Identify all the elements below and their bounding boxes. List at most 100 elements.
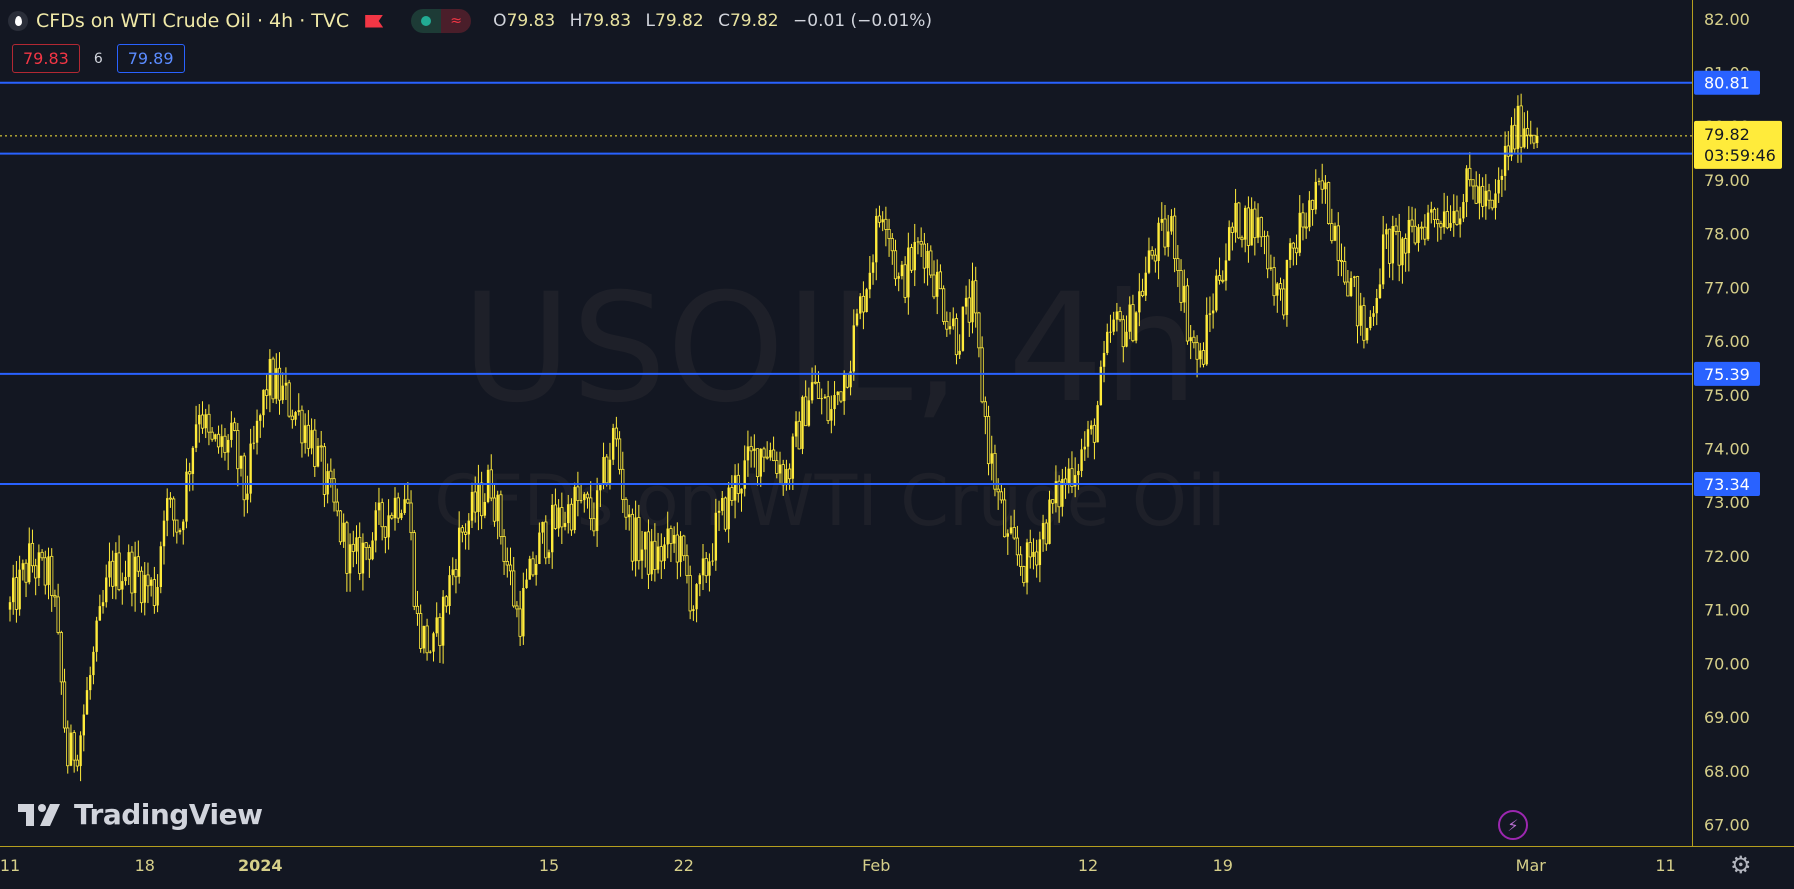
candle-body — [813, 381, 817, 384]
ask-button[interactable]: 79.89 — [116, 44, 185, 73]
candle-body — [717, 510, 721, 513]
candle-body — [650, 541, 653, 575]
candle-body — [1343, 261, 1347, 283]
candle-body — [1339, 259, 1344, 262]
candle-body — [159, 546, 162, 587]
wave-icon[interactable]: ≈ — [441, 9, 472, 33]
candle-body — [560, 507, 564, 528]
candle-body — [467, 520, 470, 535]
candle-body — [483, 501, 487, 516]
candle-body — [1494, 193, 1497, 208]
bid-button[interactable]: 79.83 — [12, 44, 80, 73]
candle-body — [887, 229, 891, 239]
level-tag[interactable] — [1694, 70, 1760, 95]
x-tick-label: 22 — [674, 856, 694, 875]
candle-body — [753, 448, 756, 451]
candle-body — [281, 385, 284, 401]
candle-body — [1449, 223, 1452, 228]
candle-body — [432, 633, 435, 652]
candle-body — [1073, 475, 1077, 487]
x-tick-label: 18 — [135, 856, 155, 875]
candle-body — [143, 574, 146, 603]
x-tick-label: Mar — [1516, 856, 1547, 875]
tradingview-logo[interactable]: TradingView — [18, 798, 263, 831]
market-open-icon[interactable] — [411, 9, 442, 33]
candle-body — [669, 528, 673, 544]
candle-body — [1282, 288, 1286, 316]
candle-body — [1054, 481, 1058, 504]
market-status-toggle[interactable]: ≈ — [411, 9, 472, 33]
candle-body — [1420, 226, 1424, 229]
flag-icon[interactable] — [365, 14, 384, 28]
candle-body — [470, 491, 474, 521]
candle-body — [59, 632, 63, 683]
candle-body — [781, 464, 785, 486]
candle-body — [1308, 200, 1311, 228]
candle-body — [1106, 331, 1109, 353]
candle-body — [133, 556, 137, 593]
candle-body — [515, 605, 519, 610]
candle-body — [1314, 181, 1317, 210]
level-tag[interactable] — [1694, 471, 1760, 496]
candle-body — [121, 581, 124, 590]
candle-body — [986, 416, 991, 465]
last-price-tag[interactable] — [1694, 120, 1782, 169]
candle-body — [226, 439, 230, 453]
symbol-title[interactable]: CFDs on WTI Crude Oil · 4h · TVC — [36, 10, 350, 32]
candle-body — [865, 289, 868, 313]
candle-body — [377, 502, 381, 511]
close-label: C — [718, 11, 730, 31]
candle-body — [53, 595, 57, 598]
candle-body — [1234, 202, 1237, 233]
close-value: 79.82 — [729, 11, 779, 31]
candle-body — [1163, 218, 1167, 248]
candle-body — [682, 535, 686, 557]
candle-body — [1535, 135, 1539, 144]
candle-body — [168, 497, 173, 500]
candle-body — [486, 469, 490, 502]
candle-body — [415, 605, 420, 614]
candle-body — [675, 534, 679, 563]
candle-body — [961, 306, 965, 351]
lightning-icon[interactable]: ⚡ — [1498, 810, 1528, 840]
candle-body — [563, 523, 567, 527]
candle-body — [929, 250, 933, 276]
candle-body — [538, 532, 541, 564]
candle-body — [326, 471, 329, 495]
candle-body — [948, 326, 952, 330]
candle-body — [1189, 337, 1192, 342]
x-tick-label: 2024 — [238, 856, 283, 875]
candle-body — [1532, 134, 1536, 144]
y-tick-label: 71.00 — [1704, 601, 1750, 620]
candle-body — [1404, 238, 1408, 254]
candle-body — [769, 449, 772, 458]
candle-body — [1455, 210, 1459, 225]
candle-body — [1244, 207, 1247, 240]
level-tag[interactable] — [1694, 361, 1760, 386]
candle-body — [451, 569, 454, 576]
candle-body — [214, 434, 217, 440]
candle-body — [188, 471, 192, 475]
candle-body — [1183, 285, 1186, 303]
candle-body — [971, 280, 974, 323]
candle-body — [34, 565, 38, 579]
candle-body — [1015, 537, 1020, 556]
candle-body — [1304, 226, 1308, 229]
bid-ask-panel: 79.83 6 79.89 — [12, 44, 185, 73]
candle-body — [614, 427, 618, 440]
brand-name: TradingView — [74, 798, 263, 831]
settings-gear-icon[interactable]: ⚙ — [1730, 851, 1752, 879]
y-tick-label: 78.00 — [1704, 225, 1750, 244]
y-tick-label: 74.00 — [1704, 440, 1750, 459]
candle-body — [1022, 566, 1026, 584]
low-label: L — [645, 11, 655, 31]
candle-body — [830, 409, 833, 421]
candle-body — [1276, 283, 1279, 296]
candle-body — [1144, 272, 1147, 296]
candle-body — [797, 420, 801, 450]
candle-body — [1365, 328, 1369, 341]
candle-body — [605, 456, 609, 484]
candle-body — [24, 562, 28, 583]
candle-body — [198, 414, 201, 425]
